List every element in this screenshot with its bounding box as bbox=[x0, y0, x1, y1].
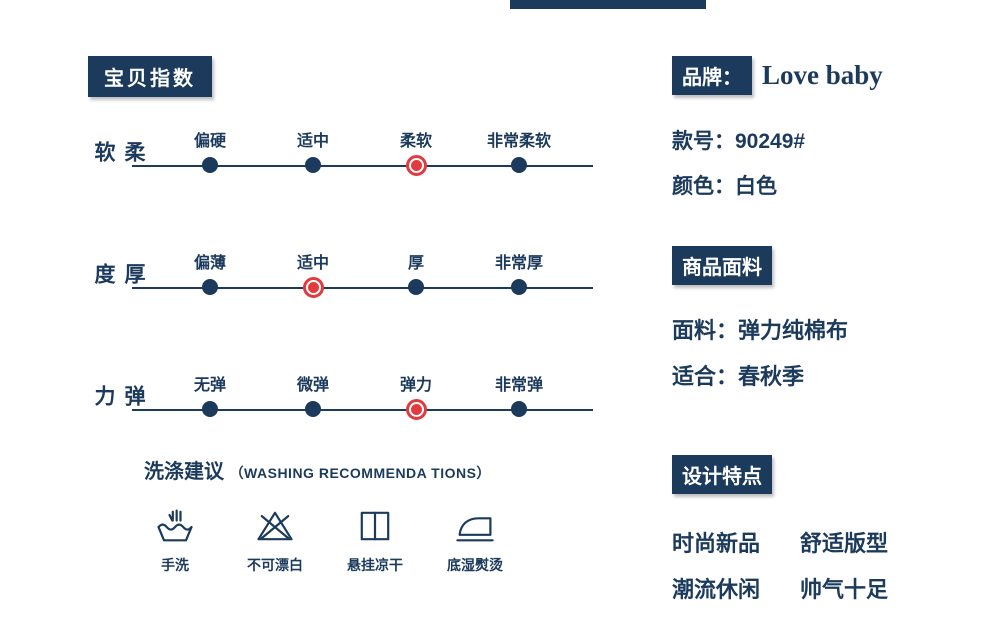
washing-item-no-bleach: 不可漂白 bbox=[244, 504, 306, 575]
scale-line bbox=[132, 165, 593, 167]
scale-dot bbox=[202, 401, 218, 417]
scale-dot bbox=[202, 157, 218, 173]
scale-row-softness: 柔软 偏硬 适中 柔软 bbox=[88, 127, 593, 177]
style-number-label: 款号： bbox=[672, 130, 735, 153]
product-info-section: 品牌： Love baby 款号：90249# 颜色：白色 商品面料 面料：弹力… bbox=[672, 56, 984, 604]
fabric-value: 弹力纯棉布 bbox=[738, 318, 849, 343]
scale-point: 非常柔软 bbox=[473, 127, 565, 177]
washing-item-label: 手洗 bbox=[161, 557, 189, 573]
season-label: 适合： bbox=[672, 364, 739, 389]
scale-point: 无弹 bbox=[164, 371, 256, 421]
brand-name: Love baby bbox=[762, 60, 883, 90]
scale-line bbox=[132, 287, 593, 289]
color-line: 颜色：白色 bbox=[672, 170, 984, 200]
washing-item-hand-wash: 手洗 bbox=[144, 504, 206, 575]
hang-dry-icon bbox=[360, 511, 390, 541]
scale-dot bbox=[511, 401, 527, 417]
fabric-line: 面料：弹力纯棉布 bbox=[672, 313, 984, 345]
brand-label-badge: 品牌： bbox=[672, 56, 752, 95]
scale-dot bbox=[511, 157, 527, 173]
scale-point: 微弹 bbox=[267, 371, 359, 421]
scale-row-thickness: 厚度 偏薄 适中 厚 bbox=[88, 249, 593, 299]
scale-dot bbox=[202, 279, 218, 295]
scale-option-label: 厚 bbox=[407, 255, 424, 272]
scale-option-label: 偏硬 bbox=[193, 133, 226, 150]
design-feature: 时尚新品 bbox=[672, 531, 761, 556]
washing-item-label: 不可漂白 bbox=[247, 557, 303, 573]
design-feature: 潮流休闲 bbox=[672, 577, 761, 602]
scale-dot bbox=[305, 401, 321, 417]
washing-item-label: 悬挂凉干 bbox=[347, 557, 403, 573]
scale-option-label: 非常弹 bbox=[494, 377, 543, 394]
scale-dot bbox=[405, 398, 427, 420]
scale-option-label: 非常柔软 bbox=[486, 133, 551, 150]
washing-icons-row: 手洗 不可漂白 悬挂凉干 bbox=[144, 504, 593, 575]
design-feature: 帅气十足 bbox=[800, 577, 889, 602]
scale-point: 偏薄 bbox=[164, 249, 256, 299]
baby-index-section: 宝贝指数 柔软 偏硬 适中 柔软 bbox=[88, 56, 593, 575]
style-number-value: 90249# bbox=[735, 130, 806, 153]
scale-point: 弹力 bbox=[370, 371, 462, 421]
washing-item-hang-dry: 悬挂凉干 bbox=[344, 504, 406, 575]
washing-title-en: （WASHING RECOMMENDA TIONS） bbox=[229, 465, 491, 481]
season-line: 适合：春秋季 bbox=[672, 359, 984, 391]
scale-point: 柔软 bbox=[370, 127, 462, 177]
baby-index-title-badge: 宝贝指数 bbox=[88, 56, 212, 97]
color-value: 白色 bbox=[735, 175, 777, 198]
scale-point: 厚 bbox=[370, 249, 462, 299]
scale-dot bbox=[511, 279, 527, 295]
fabric-label: 面料： bbox=[672, 318, 739, 343]
rating-scales: 柔软 偏硬 适中 柔软 bbox=[88, 127, 593, 421]
scale-line bbox=[132, 409, 593, 411]
scale-option-label: 弹力 bbox=[399, 377, 432, 394]
washing-item-label: 底湿熨烫 bbox=[447, 557, 503, 573]
scale-option-label: 非常厚 bbox=[494, 255, 543, 272]
brand-row: 品牌： Love baby bbox=[672, 56, 984, 95]
scale-point: 偏硬 bbox=[164, 127, 256, 177]
scale-dot bbox=[408, 279, 424, 295]
scale-axis-text: 弹力 bbox=[92, 385, 145, 411]
scale-dot bbox=[302, 276, 324, 298]
scale-axis-text: 厚度 bbox=[92, 263, 145, 289]
scale-option-label: 偏薄 bbox=[193, 255, 226, 272]
scale-point: 非常弹 bbox=[473, 371, 565, 421]
hand-wash-icon bbox=[157, 509, 193, 542]
scale-option-label: 适中 bbox=[296, 255, 329, 272]
scale-track: 偏薄 适中 厚 非常厚 bbox=[132, 249, 593, 299]
scale-point: 非常厚 bbox=[473, 249, 565, 299]
top-banner-partial bbox=[510, 0, 706, 9]
washing-section: 洗涤建议 （WASHING RECOMMENDA TIONS） 手洗 不可漂白 bbox=[144, 455, 593, 575]
scale-row-elasticity: 弹力 无弹 微弹 弹力 bbox=[88, 371, 593, 421]
scale-axis-text: 柔软 bbox=[92, 141, 145, 167]
washing-title-cn: 洗涤建议 bbox=[144, 461, 224, 483]
scale-option-label: 柔软 bbox=[399, 133, 432, 150]
scale-point: 适中 bbox=[267, 249, 359, 299]
scale-option-label: 无弹 bbox=[193, 377, 226, 394]
season-value: 春秋季 bbox=[738, 364, 805, 389]
washing-item-damp-iron: 底湿熨烫 bbox=[444, 504, 506, 575]
design-section-badge: 设计特点 bbox=[672, 455, 772, 494]
scale-axis-label: 弹力 bbox=[88, 371, 145, 421]
scale-point: 适中 bbox=[267, 127, 359, 177]
design-feature: 舒适版型 bbox=[800, 531, 889, 556]
washing-title: 洗涤建议 （WASHING RECOMMENDA TIONS） bbox=[144, 455, 593, 484]
scale-axis-label: 柔软 bbox=[88, 127, 145, 177]
scale-axis-label: 厚度 bbox=[88, 249, 145, 299]
fabric-section-badge: 商品面料 bbox=[672, 246, 772, 285]
style-number-line: 款号：90249# bbox=[672, 125, 984, 155]
scale-dot bbox=[405, 154, 427, 176]
scale-option-label: 微弹 bbox=[296, 377, 329, 394]
damp-iron-icon bbox=[456, 517, 494, 542]
scale-dot bbox=[305, 157, 321, 173]
color-label: 颜色： bbox=[672, 175, 735, 198]
no-bleach-icon bbox=[257, 511, 293, 541]
scale-track: 无弹 微弹 弹力 非常弹 bbox=[132, 371, 593, 421]
scale-option-label: 适中 bbox=[296, 133, 329, 150]
scale-track: 偏硬 适中 柔软 非常柔软 bbox=[132, 127, 593, 177]
design-features: 时尚新品 舒适版型 潮流休闲 帅气十足 bbox=[672, 526, 984, 604]
